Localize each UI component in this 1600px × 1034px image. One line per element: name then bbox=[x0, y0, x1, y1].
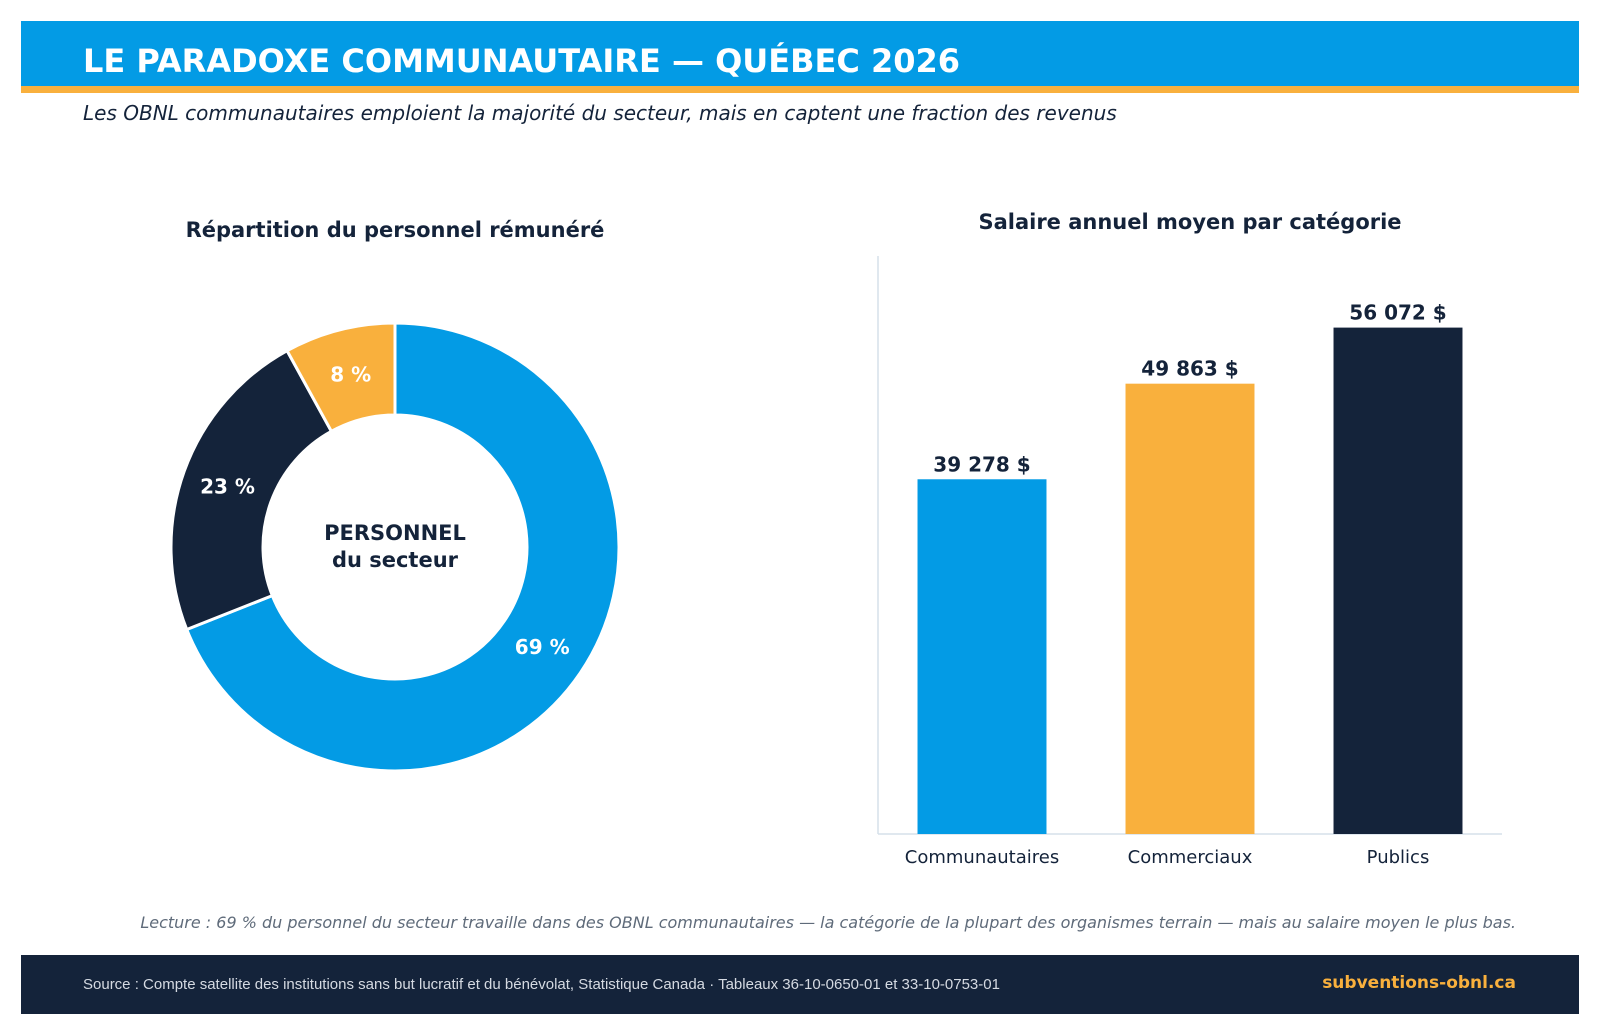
header-accent-rule bbox=[21, 86, 1579, 93]
salary-bar-chart: 39 278 $ Communautaires 49 863 $ Commerciau… bbox=[877, 256, 1502, 868]
donut-slice-label-0: 69 % bbox=[515, 635, 570, 659]
donut-slice-1 bbox=[169, 348, 334, 632]
staff-donut-chart: 69 % 23 % 8 % PERSONNEL du secteur bbox=[169, 321, 621, 773]
bar-value-label-2: 56 072 $ bbox=[1349, 301, 1446, 325]
page-title: LE PARADOXE COMMUNAUTAIRE — QUÉBEC 2026 bbox=[83, 42, 961, 80]
footer-source: Source : Compte satellite des institutio… bbox=[83, 976, 1000, 993]
bar-value-label-1: 49 863 $ bbox=[1141, 357, 1238, 381]
bar-1 bbox=[1125, 383, 1255, 834]
bar-category-label-0: Communautaires bbox=[905, 847, 1059, 868]
bar-category-label-2: Publics bbox=[1367, 847, 1430, 868]
donut-slice-label-1: 23 % bbox=[200, 475, 255, 499]
bar-value-label-0: 39 278 $ bbox=[933, 452, 1030, 476]
donut-center-label-1: du secteur bbox=[332, 548, 459, 572]
reading-note: Lecture : 69 % du personnel du secteur t… bbox=[140, 913, 1516, 932]
footer: Source : Compte satellite des institutio… bbox=[21, 955, 1579, 1014]
bar-2 bbox=[1333, 327, 1463, 834]
bar-chart-title: Salaire annuel moyen par catégorie bbox=[978, 210, 1402, 234]
bar-0 bbox=[917, 479, 1047, 834]
charts-canvas: 69 % 23 % 8 % PERSONNEL du secteur 39 278 $ C… bbox=[169, 256, 1502, 868]
donut-slice-label-2: 8 % bbox=[330, 363, 371, 387]
bar-category-label-1: Commerciaux bbox=[1128, 847, 1253, 868]
donut-slice-0 bbox=[184, 321, 621, 773]
donut-slice-2 bbox=[285, 321, 397, 434]
footer-site-link[interactable]: subventions-obnl.ca bbox=[1322, 973, 1516, 993]
donut-center-label-0: PERSONNEL bbox=[324, 521, 466, 545]
page-subtitle: Les OBNL communautaires emploient la maj… bbox=[83, 101, 1117, 125]
donut-chart-title: Répartition du personnel rémunéré bbox=[185, 218, 605, 242]
header-band bbox=[21, 21, 1579, 86]
